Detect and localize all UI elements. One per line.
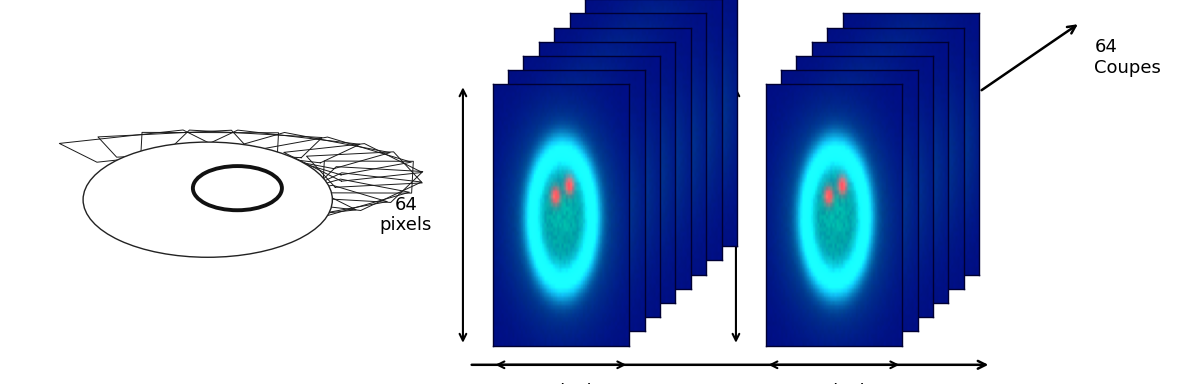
Text: 64
pixels: 64 pixels — [653, 195, 705, 235]
Polygon shape — [99, 130, 250, 157]
Polygon shape — [258, 137, 411, 175]
Polygon shape — [306, 152, 423, 187]
Text: 64 pixels: 64 pixels — [520, 383, 602, 384]
Text: 64
pixels: 64 pixels — [380, 195, 432, 235]
Text: 64 pixels: 64 pixels — [793, 383, 875, 384]
Polygon shape — [169, 130, 322, 158]
Polygon shape — [59, 130, 221, 162]
Ellipse shape — [192, 166, 281, 210]
Ellipse shape — [83, 142, 332, 257]
Polygon shape — [141, 132, 279, 154]
Ellipse shape — [215, 177, 260, 200]
Text: 64
Coupes: 64 Coupes — [1094, 38, 1161, 77]
Polygon shape — [323, 161, 413, 193]
Polygon shape — [224, 185, 387, 221]
Polygon shape — [198, 130, 360, 163]
Polygon shape — [228, 132, 391, 169]
Polygon shape — [284, 144, 423, 181]
Polygon shape — [254, 179, 410, 217]
Polygon shape — [195, 191, 356, 223]
Polygon shape — [281, 173, 421, 210]
Polygon shape — [304, 167, 423, 202]
